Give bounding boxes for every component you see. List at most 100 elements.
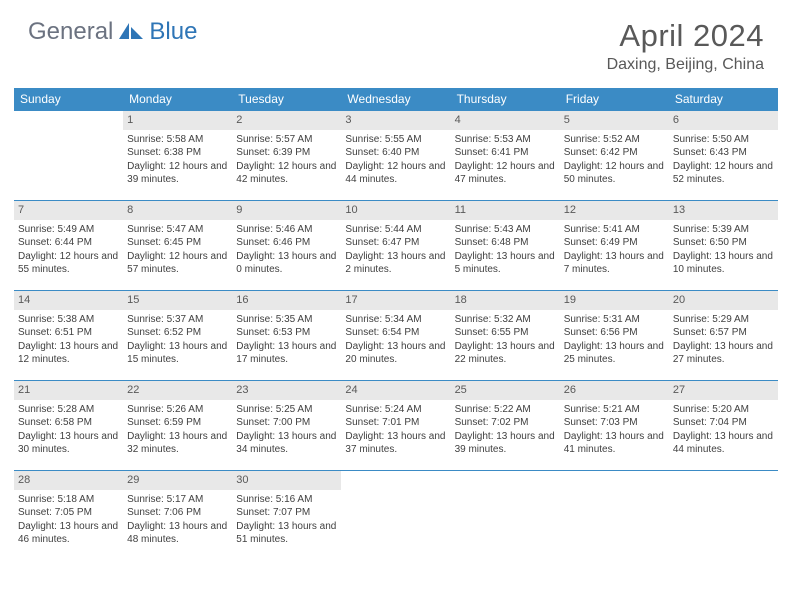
sunset-line: Sunset: 7:03 PM: [564, 416, 665, 430]
day-body: Sunrise: 5:22 AMSunset: 7:02 PMDaylight:…: [451, 400, 560, 463]
day-number: 20: [669, 291, 778, 310]
day-body: Sunrise: 5:20 AMSunset: 7:04 PMDaylight:…: [669, 400, 778, 463]
day-number: 30: [232, 471, 341, 490]
day-cell: 11Sunrise: 5:43 AMSunset: 6:48 PMDayligh…: [451, 201, 560, 290]
day-cell: 27Sunrise: 5:20 AMSunset: 7:04 PMDayligh…: [669, 381, 778, 470]
daylight-line: Daylight: 13 hours and 34 minutes.: [236, 430, 337, 457]
day-cell: 13Sunrise: 5:39 AMSunset: 6:50 PMDayligh…: [669, 201, 778, 290]
day-cell: 15Sunrise: 5:37 AMSunset: 6:52 PMDayligh…: [123, 291, 232, 380]
day-cell: 29Sunrise: 5:17 AMSunset: 7:06 PMDayligh…: [123, 471, 232, 560]
location-text: Daxing, Beijing, China: [607, 56, 764, 74]
daylight-line: Daylight: 13 hours and 10 minutes.: [673, 250, 774, 277]
month-title: April 2024: [607, 18, 764, 54]
day-body: Sunrise: 5:52 AMSunset: 6:42 PMDaylight:…: [560, 130, 669, 193]
sunrise-line: Sunrise: 5:49 AM: [18, 223, 119, 237]
daylight-line: Daylight: 13 hours and 25 minutes.: [564, 340, 665, 367]
sunrise-line: Sunrise: 5:20 AM: [673, 403, 774, 417]
day-cell: 12Sunrise: 5:41 AMSunset: 6:49 PMDayligh…: [560, 201, 669, 290]
sunset-line: Sunset: 6:48 PM: [455, 236, 556, 250]
daylight-line: Daylight: 13 hours and 5 minutes.: [455, 250, 556, 277]
daylight-line: Daylight: 13 hours and 32 minutes.: [127, 430, 228, 457]
daylight-line: Daylight: 13 hours and 37 minutes.: [345, 430, 446, 457]
day-cell-empty: [451, 471, 560, 560]
day-body: Sunrise: 5:35 AMSunset: 6:53 PMDaylight:…: [232, 310, 341, 373]
day-number: 29: [123, 471, 232, 490]
day-number: 28: [14, 471, 123, 490]
sunset-line: Sunset: 6:49 PM: [564, 236, 665, 250]
day-cell: 30Sunrise: 5:16 AMSunset: 7:07 PMDayligh…: [232, 471, 341, 560]
day-number: 10: [341, 201, 450, 220]
sunset-line: Sunset: 6:50 PM: [673, 236, 774, 250]
day-number: 16: [232, 291, 341, 310]
page-header: General Blue April 2024 Daxing, Beijing,…: [0, 0, 792, 82]
daylight-line: Daylight: 13 hours and 51 minutes.: [236, 520, 337, 547]
day-number: 27: [669, 381, 778, 400]
daylight-line: Daylight: 12 hours and 50 minutes.: [564, 160, 665, 187]
sunset-line: Sunset: 6:43 PM: [673, 146, 774, 160]
sunrise-line: Sunrise: 5:21 AM: [564, 403, 665, 417]
day-cell: 3Sunrise: 5:55 AMSunset: 6:40 PMDaylight…: [341, 111, 450, 200]
sunset-line: Sunset: 6:40 PM: [345, 146, 446, 160]
day-number: 18: [451, 291, 560, 310]
sunset-line: Sunset: 6:39 PM: [236, 146, 337, 160]
day-body: Sunrise: 5:57 AMSunset: 6:39 PMDaylight:…: [232, 130, 341, 193]
day-cell: 2Sunrise: 5:57 AMSunset: 6:39 PMDaylight…: [232, 111, 341, 200]
day-body: Sunrise: 5:24 AMSunset: 7:01 PMDaylight:…: [341, 400, 450, 463]
sunrise-line: Sunrise: 5:26 AM: [127, 403, 228, 417]
sunrise-line: Sunrise: 5:22 AM: [455, 403, 556, 417]
day-body: Sunrise: 5:28 AMSunset: 6:58 PMDaylight:…: [14, 400, 123, 463]
sunrise-line: Sunrise: 5:28 AM: [18, 403, 119, 417]
weekday-header-row: SundayMondayTuesdayWednesdayThursdayFrid…: [14, 88, 778, 110]
day-number: 21: [14, 381, 123, 400]
sunrise-line: Sunrise: 5:55 AM: [345, 133, 446, 147]
calendar: SundayMondayTuesdayWednesdayThursdayFrid…: [14, 88, 778, 560]
sunset-line: Sunset: 6:52 PM: [127, 326, 228, 340]
day-number: 4: [451, 111, 560, 130]
logo-text-general: General: [28, 18, 113, 46]
day-body: Sunrise: 5:44 AMSunset: 6:47 PMDaylight:…: [341, 220, 450, 283]
day-cell: 16Sunrise: 5:35 AMSunset: 6:53 PMDayligh…: [232, 291, 341, 380]
daylight-line: Daylight: 12 hours and 42 minutes.: [236, 160, 337, 187]
daylight-line: Daylight: 12 hours and 52 minutes.: [673, 160, 774, 187]
sunset-line: Sunset: 6:58 PM: [18, 416, 119, 430]
sunrise-line: Sunrise: 5:32 AM: [455, 313, 556, 327]
day-body: Sunrise: 5:18 AMSunset: 7:05 PMDaylight:…: [14, 490, 123, 553]
daylight-line: Daylight: 13 hours and 0 minutes.: [236, 250, 337, 277]
day-cell-empty: [669, 471, 778, 560]
day-cell: 1Sunrise: 5:58 AMSunset: 6:38 PMDaylight…: [123, 111, 232, 200]
week-row: 28Sunrise: 5:18 AMSunset: 7:05 PMDayligh…: [14, 470, 778, 560]
sunset-line: Sunset: 7:00 PM: [236, 416, 337, 430]
day-number: 5: [560, 111, 669, 130]
sunrise-line: Sunrise: 5:38 AM: [18, 313, 119, 327]
day-body: Sunrise: 5:50 AMSunset: 6:43 PMDaylight:…: [669, 130, 778, 193]
weekday-wednesday: Wednesday: [341, 88, 450, 110]
day-cell: 21Sunrise: 5:28 AMSunset: 6:58 PMDayligh…: [14, 381, 123, 470]
day-number: 13: [669, 201, 778, 220]
weekday-saturday: Saturday: [669, 88, 778, 110]
weekday-friday: Friday: [560, 88, 669, 110]
weekday-tuesday: Tuesday: [232, 88, 341, 110]
day-body: Sunrise: 5:17 AMSunset: 7:06 PMDaylight:…: [123, 490, 232, 553]
sunrise-line: Sunrise: 5:58 AM: [127, 133, 228, 147]
sunrise-line: Sunrise: 5:53 AM: [455, 133, 556, 147]
sunrise-line: Sunrise: 5:39 AM: [673, 223, 774, 237]
day-body: Sunrise: 5:38 AMSunset: 6:51 PMDaylight:…: [14, 310, 123, 373]
day-cell: 14Sunrise: 5:38 AMSunset: 6:51 PMDayligh…: [14, 291, 123, 380]
day-number: 22: [123, 381, 232, 400]
day-number: 26: [560, 381, 669, 400]
sunrise-line: Sunrise: 5:29 AM: [673, 313, 774, 327]
day-cell-empty: [560, 471, 669, 560]
day-cell-empty: [14, 111, 123, 200]
daylight-line: Daylight: 12 hours and 44 minutes.: [345, 160, 446, 187]
logo: General Blue: [28, 18, 197, 46]
sunset-line: Sunset: 6:53 PM: [236, 326, 337, 340]
weekday-sunday: Sunday: [14, 88, 123, 110]
sunset-line: Sunset: 6:42 PM: [564, 146, 665, 160]
day-body: Sunrise: 5:39 AMSunset: 6:50 PMDaylight:…: [669, 220, 778, 283]
daylight-line: Daylight: 13 hours and 46 minutes.: [18, 520, 119, 547]
day-body: Sunrise: 5:29 AMSunset: 6:57 PMDaylight:…: [669, 310, 778, 373]
day-number: 11: [451, 201, 560, 220]
sunset-line: Sunset: 6:47 PM: [345, 236, 446, 250]
sunrise-line: Sunrise: 5:37 AM: [127, 313, 228, 327]
sunset-line: Sunset: 7:07 PM: [236, 506, 337, 520]
